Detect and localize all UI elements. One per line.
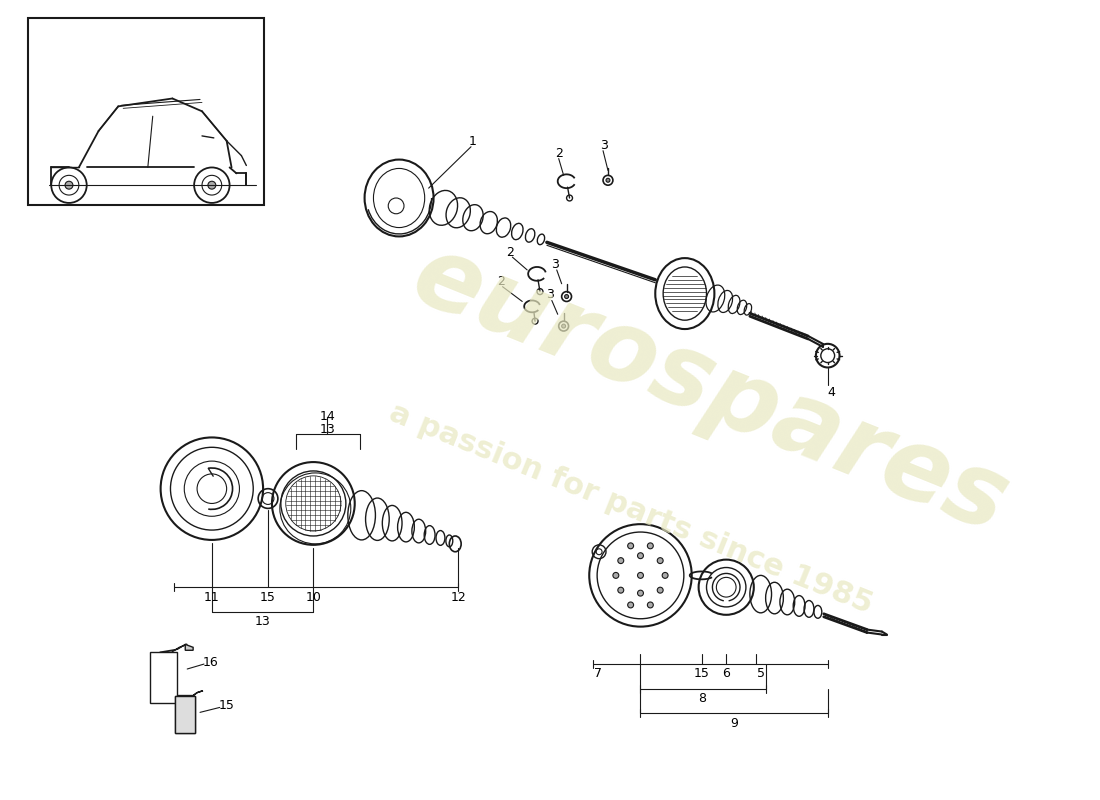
Polygon shape	[175, 696, 195, 733]
Text: a passion for parts since 1985: a passion for parts since 1985	[385, 398, 877, 619]
Text: 2: 2	[496, 275, 505, 288]
Text: 3: 3	[551, 258, 559, 270]
Text: 4: 4	[827, 386, 836, 398]
Circle shape	[628, 602, 634, 608]
Text: 11: 11	[204, 590, 220, 603]
Text: 15: 15	[694, 667, 710, 681]
Circle shape	[648, 602, 653, 608]
Text: eurospares: eurospares	[398, 226, 1021, 554]
Text: 14: 14	[319, 410, 336, 423]
Circle shape	[618, 587, 624, 593]
Text: 3: 3	[601, 139, 608, 152]
Circle shape	[638, 590, 644, 596]
Text: 7: 7	[594, 667, 602, 681]
Text: 6: 6	[723, 667, 730, 681]
Circle shape	[613, 573, 619, 578]
Text: 9: 9	[730, 717, 738, 730]
Circle shape	[628, 543, 634, 549]
Circle shape	[657, 587, 663, 593]
Polygon shape	[185, 644, 194, 650]
Circle shape	[618, 558, 624, 563]
Circle shape	[564, 294, 569, 298]
Text: 1: 1	[469, 135, 477, 148]
Circle shape	[662, 573, 668, 578]
Text: 2: 2	[506, 246, 515, 258]
Text: 5: 5	[757, 667, 764, 681]
Bar	[150, 652, 177, 703]
Text: 13: 13	[319, 423, 336, 436]
Text: 12: 12	[450, 590, 466, 603]
Text: 10: 10	[306, 590, 321, 603]
Circle shape	[208, 182, 216, 189]
Bar	[175, 696, 195, 733]
Text: 13: 13	[254, 615, 270, 628]
Circle shape	[657, 558, 663, 563]
Circle shape	[65, 182, 73, 189]
Circle shape	[648, 543, 653, 549]
Circle shape	[606, 178, 609, 182]
Text: 15: 15	[219, 699, 234, 712]
Circle shape	[638, 573, 644, 578]
Text: 15: 15	[260, 590, 276, 603]
Bar	[28, 18, 264, 205]
Text: 16: 16	[204, 656, 219, 669]
Circle shape	[562, 324, 565, 328]
Text: 3: 3	[546, 288, 553, 301]
Text: 8: 8	[698, 692, 706, 705]
Circle shape	[638, 553, 644, 558]
Text: 2: 2	[554, 147, 562, 160]
